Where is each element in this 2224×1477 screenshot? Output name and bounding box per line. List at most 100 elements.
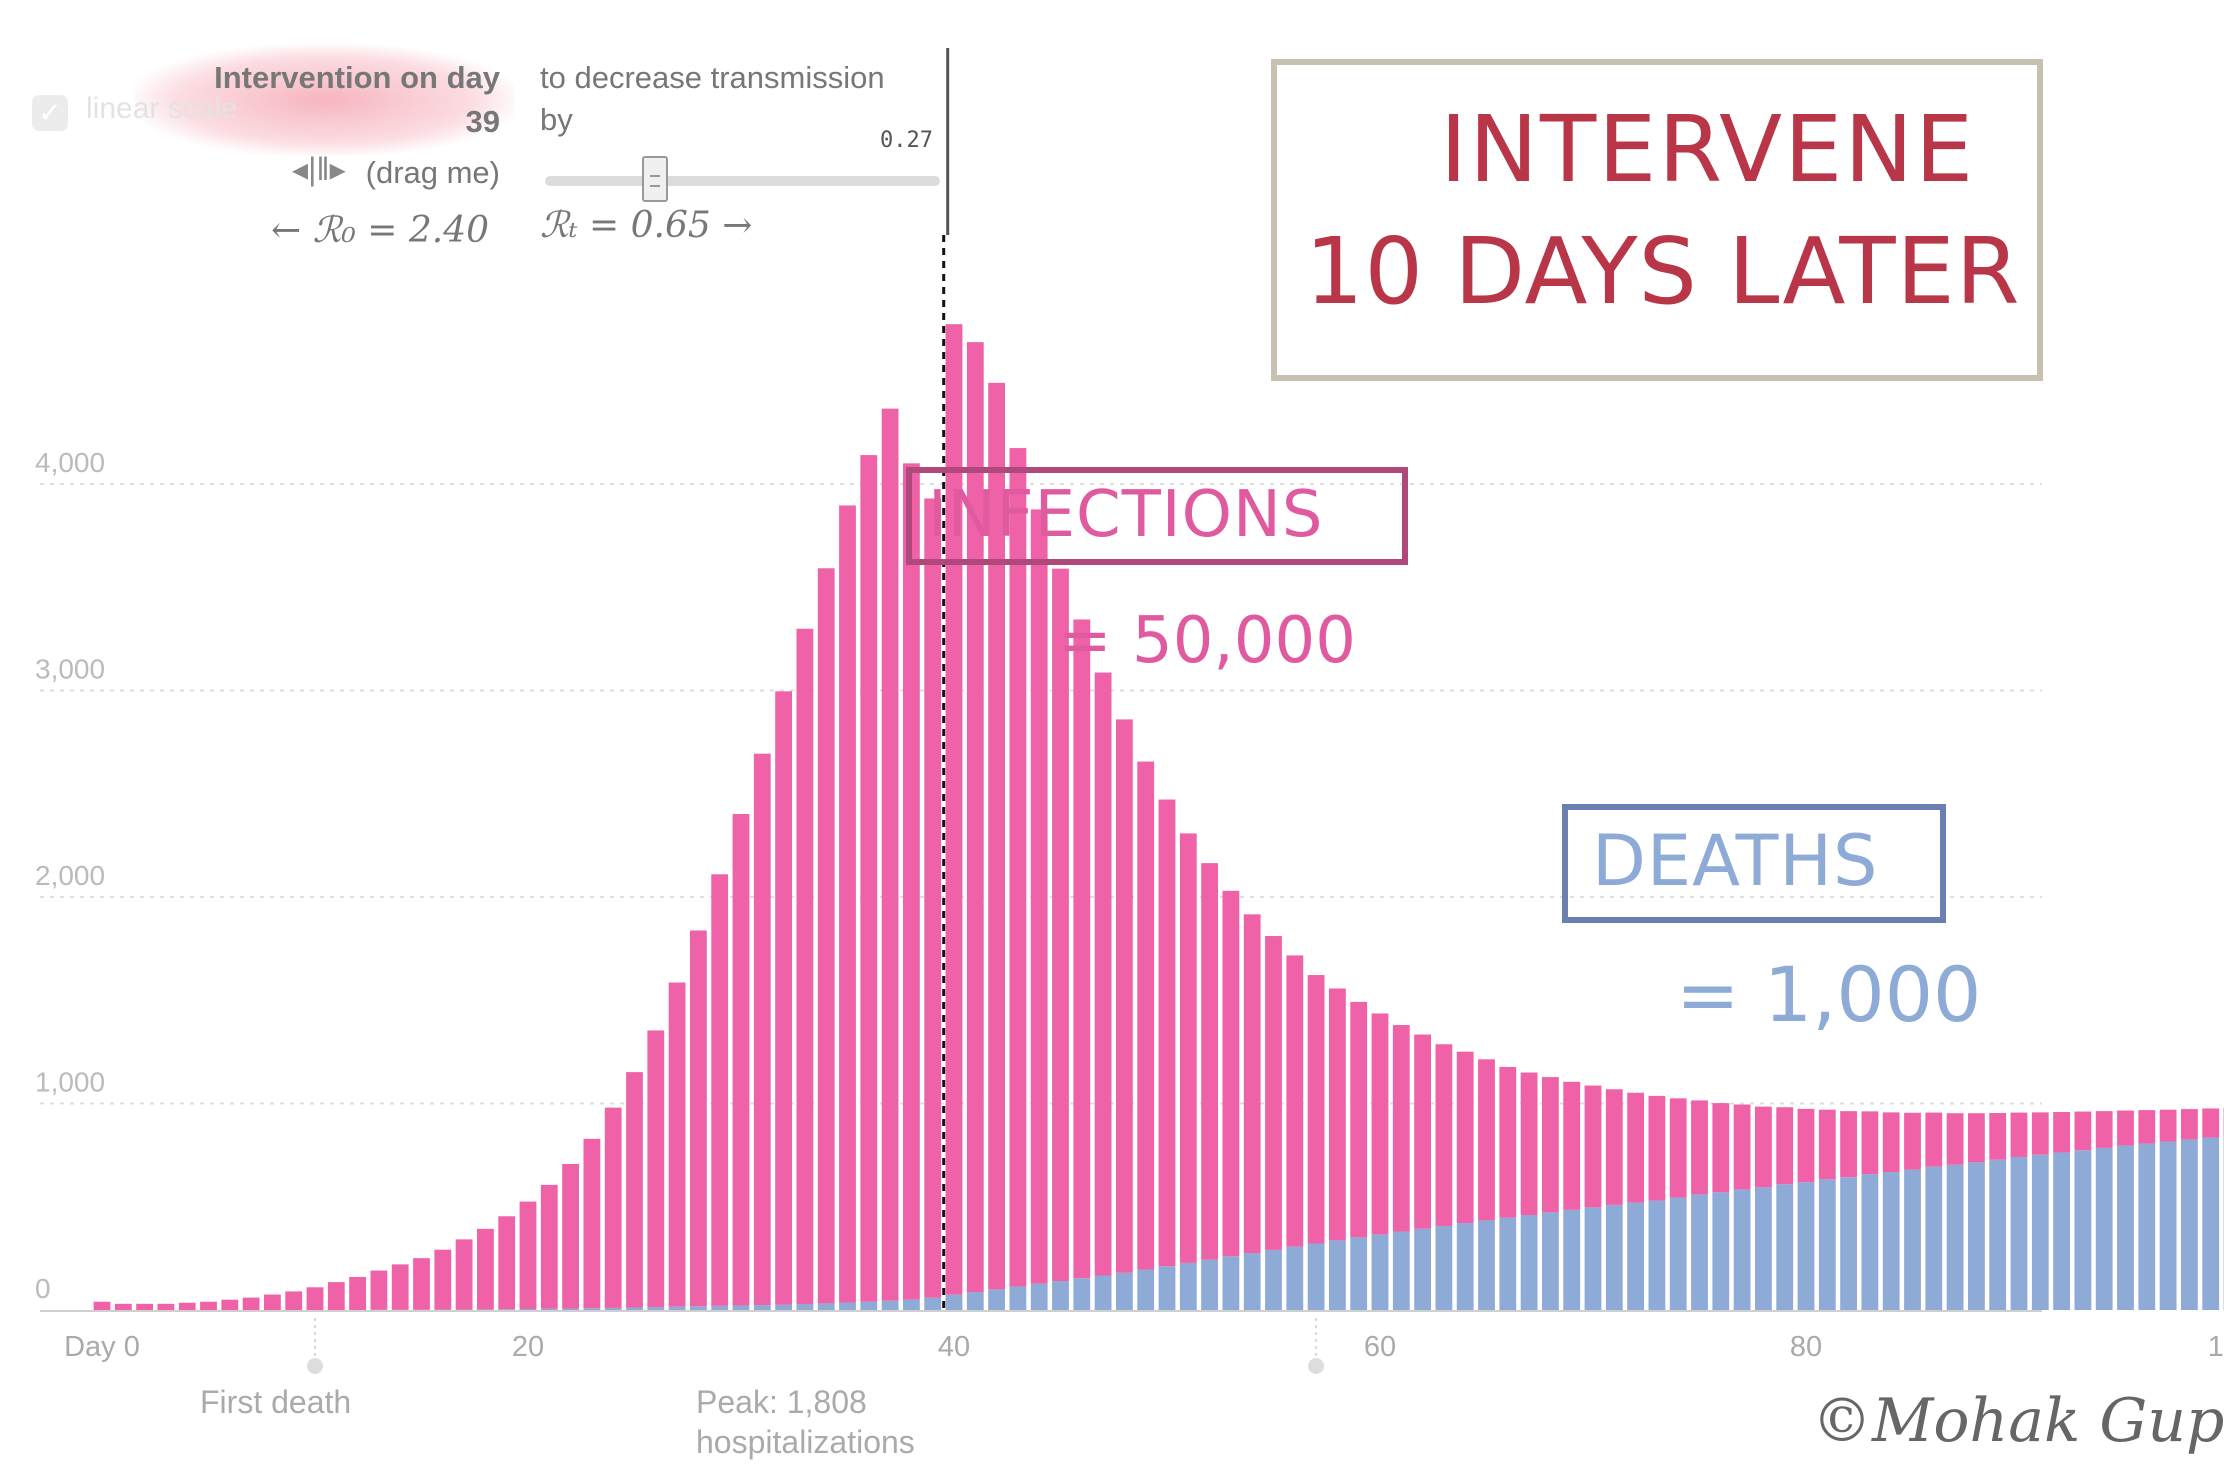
bar-infections (966, 342, 984, 1293)
bar-infections (1116, 719, 1133, 1273)
bar-infections (1392, 1025, 1410, 1232)
bar-infections (2074, 1111, 2092, 1151)
bar-deaths (498, 1309, 516, 1310)
peak-label-line2: hospitalizations (696, 1424, 915, 1460)
bar-deaths (2031, 1154, 2049, 1310)
bar-deaths (1776, 1184, 1794, 1310)
bar-deaths (1478, 1220, 1495, 1310)
bar-infections (690, 930, 707, 1307)
highlight-smudge (135, 45, 515, 155)
bar-deaths (1116, 1272, 1133, 1310)
bar-infections (1584, 1085, 1602, 1208)
bar-deaths (2095, 1147, 2113, 1310)
bars (93, 324, 2224, 1310)
bar-deaths (2117, 1145, 2134, 1310)
bar-deaths (1733, 1189, 1751, 1310)
bar-infections (413, 1258, 430, 1310)
bar-infections (1414, 1034, 1431, 1229)
bar-deaths (1030, 1283, 1048, 1310)
bar-infections (1179, 833, 1197, 1263)
bar-deaths (839, 1302, 856, 1310)
bar-infections (1052, 568, 1069, 1282)
bar-deaths (1861, 1174, 1879, 1310)
infections-box (906, 467, 1408, 565)
bar-deaths (775, 1304, 792, 1310)
x-axis-ticks: Day 020406080100120140160 (64, 1331, 2224, 1363)
bar-deaths (732, 1305, 750, 1310)
bar-deaths (583, 1308, 601, 1310)
bar-deaths (1307, 1243, 1325, 1310)
bar-infections (1265, 936, 1282, 1250)
x-tick-label: 100 (2208, 1331, 2224, 1363)
bar-deaths (966, 1292, 984, 1310)
bar-deaths (1456, 1223, 1474, 1310)
bar-infections (775, 691, 792, 1305)
bar-deaths (817, 1303, 835, 1310)
bar-deaths (1691, 1194, 1708, 1310)
bar-infections (881, 408, 899, 1301)
bar-infections (477, 1228, 494, 1310)
bar-infections (264, 1294, 281, 1310)
deaths-box (1562, 804, 1946, 923)
x-tick-label: 20 (512, 1331, 544, 1363)
transmission-slider-thumb[interactable] (642, 156, 668, 202)
bar-infections (711, 874, 729, 1306)
bar-infections (391, 1264, 409, 1310)
bar-deaths (1286, 1246, 1304, 1310)
bar-infections (626, 1072, 643, 1308)
bar-infections (1840, 1111, 1857, 1178)
bar-deaths (2074, 1150, 2092, 1310)
bar-deaths (2181, 1139, 2198, 1310)
signature: ©Mohak Gupta (1812, 1386, 2224, 1456)
bar-infections (1712, 1103, 1730, 1193)
bar-deaths (753, 1305, 771, 1310)
bar-infections (1755, 1106, 1772, 1188)
bar-infections (1350, 1001, 1368, 1238)
intervention-label: Intervention on day (214, 60, 500, 95)
drag-hint: (drag me) (365, 155, 500, 190)
bar-deaths (1797, 1182, 1815, 1310)
bar-infections (1776, 1107, 1794, 1185)
x-tick-label: 60 (1364, 1331, 1396, 1363)
bar-deaths (2138, 1143, 2156, 1310)
bar-infections (1691, 1100, 1708, 1195)
bar-infections (1201, 863, 1218, 1260)
bar-infections (1648, 1095, 1666, 1201)
bar-infections (136, 1303, 153, 1310)
bar-deaths (1222, 1256, 1240, 1310)
bar-infections (498, 1216, 516, 1310)
bar-infections (1733, 1104, 1751, 1190)
bar-infections (945, 324, 963, 1295)
bar-infections (903, 463, 920, 1300)
rt-label: ℛₜ = 0.65 → (540, 205, 753, 246)
bar-infections (2031, 1112, 2049, 1155)
bar-infections (157, 1303, 175, 1310)
x-tick-label: 80 (1790, 1331, 1822, 1363)
bar-infections (1563, 1081, 1581, 1210)
bar-deaths (1371, 1234, 1389, 1310)
bar-infections (1073, 619, 1091, 1279)
transmission-slider-track[interactable] (545, 176, 940, 186)
bar-infections (1243, 914, 1261, 1254)
bar-deaths (1989, 1159, 2007, 1310)
bar-infections (1009, 448, 1027, 1287)
bar-infections (306, 1287, 324, 1310)
drag-handle-icon[interactable]: ◂|‖▸ (292, 151, 346, 187)
bar-infections (924, 498, 942, 1298)
headline-box (1271, 59, 2043, 381)
bar-infections (1520, 1072, 1538, 1216)
bar-deaths (1158, 1266, 1176, 1310)
bar-infections (2010, 1112, 2028, 1157)
peak-label-line1: Peak: 1,808 (696, 1384, 867, 1420)
bar-deaths (1818, 1179, 1836, 1310)
bar-deaths (1137, 1269, 1155, 1310)
bar-deaths (690, 1306, 707, 1310)
bar-deaths (1542, 1212, 1559, 1310)
bar-infections (647, 1030, 665, 1308)
bar-infections (1605, 1089, 1623, 1205)
checkmark-icon[interactable]: ✓ (32, 95, 68, 131)
bar-infections (370, 1270, 388, 1310)
bar-infections (519, 1201, 537, 1309)
bar-infections (1542, 1077, 1559, 1213)
bar-infections (1627, 1092, 1644, 1203)
